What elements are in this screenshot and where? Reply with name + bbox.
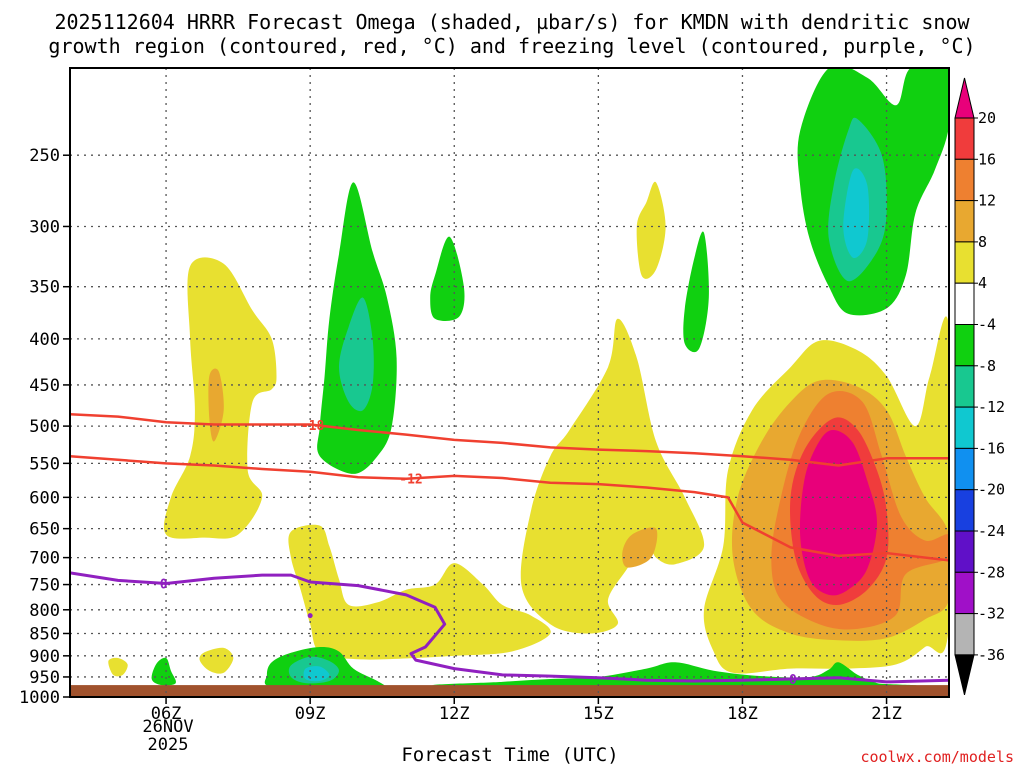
y-tick-label-450: 450 <box>29 376 60 396</box>
chart-title-line-2: growth region (contoured, red, °C) and f… <box>48 34 976 58</box>
colorbar-bin-12 <box>954 571 975 615</box>
colorbar-bin-2 <box>954 158 975 202</box>
contour-label-freezing-level: 0 <box>160 577 168 592</box>
omega-region-5 <box>108 657 128 677</box>
colorbar-bin-3 <box>954 200 975 243</box>
omega-region-1 <box>288 524 551 660</box>
y-tick-label-750: 750 <box>29 576 60 596</box>
colorbar-arrow-top <box>954 77 975 119</box>
contour-label-freezing-level-2: 0 <box>789 673 797 688</box>
colorbar-label-12: -32 <box>978 605 1005 623</box>
colorbar-label-13: -36 <box>978 646 1005 664</box>
colorbar-bin-1 <box>954 117 975 160</box>
axes: 26NOV 2025 250 300 350 400 450 500 550 600 650 70… <box>19 146 902 755</box>
colorbar-label-2: 12 <box>978 192 996 210</box>
colorbar-label-0: 20 <box>978 109 996 127</box>
omega-region-14 <box>430 236 465 322</box>
colorbar-label-4: 4 <box>978 274 987 292</box>
contour-label-dgz-minus18: -18 <box>301 419 325 434</box>
colorbar-label-1: 16 <box>978 150 996 168</box>
freezing-point-dot <box>307 613 313 619</box>
x-tick-label-06Z: 06Z <box>151 704 182 724</box>
y-tick-label-950: 950 <box>29 668 60 688</box>
contour-freezing-level <box>70 571 949 684</box>
colorbar-label-9: -20 <box>978 481 1005 499</box>
y-tick-label-250: 250 <box>29 146 60 166</box>
colorbar-bin-11 <box>954 530 975 573</box>
y-tick-label-550: 550 <box>29 454 60 474</box>
contour-dgz-minus18 <box>70 412 949 467</box>
y-tick-label-300: 300 <box>29 217 60 237</box>
y-tick-label-500: 500 <box>29 417 60 437</box>
colorbar: 20 16 12 8 4 -4 -8 -12 -16 -20 -24 -28 -32 -36 <box>954 77 1005 696</box>
x-tick-label-15Z: 15Z <box>583 704 614 724</box>
x-date-day: 26NOV <box>142 717 193 737</box>
colorbar-bin-9 <box>954 447 975 491</box>
colorbar-label-8: -16 <box>978 439 1005 457</box>
y-tick-label-1000: 1000 <box>19 688 60 708</box>
contour-dgz-minus12 <box>70 454 949 562</box>
omega-region-6 <box>199 647 234 674</box>
omega-region-3 <box>636 181 666 279</box>
y-tick-label-350: 350 <box>29 278 60 298</box>
colorbar-bin-4 <box>954 241 975 284</box>
y-tick-label-700: 700 <box>29 549 60 569</box>
x-tick-label-18Z: 18Z <box>727 704 758 724</box>
omega-shading <box>108 68 949 688</box>
colorbar-arrow-bottom <box>954 654 975 696</box>
y-tick-label-800: 800 <box>29 601 60 621</box>
chart-title-line-1: 2025112604 HRRR Forecast Omega (shaded, … <box>54 10 970 34</box>
y-tick-label-650: 650 <box>29 520 60 540</box>
x-date-year: 2025 <box>148 735 189 755</box>
colorbar-label-7: -12 <box>978 398 1005 416</box>
ground-layer <box>70 685 949 697</box>
omega-region-20 <box>339 297 374 412</box>
colorbar-label-11: -28 <box>978 563 1005 581</box>
y-tick-label-900: 900 <box>29 647 60 667</box>
contours: -18 -12 0 0 <box>70 412 949 688</box>
omega-region-15 <box>683 231 709 353</box>
colorbar-label-10: -24 <box>978 522 1005 540</box>
contour-label-dgz-minus12: -12 <box>399 472 422 487</box>
colorbar-bin-7 <box>954 365 975 408</box>
colorbar-bin-8 <box>954 406 975 449</box>
x-tick-label-12Z: 12Z <box>439 704 470 724</box>
colorbar-label-5: -4 <box>978 316 996 334</box>
plot-frame <box>69 67 950 698</box>
ground-below-surface <box>70 685 949 697</box>
omega-region-18 <box>151 657 177 686</box>
colorbar-label-6: -8 <box>978 357 996 375</box>
omega-region-2 <box>520 318 705 634</box>
y-tick-label-850: 850 <box>29 624 60 644</box>
x-tick-label-09Z: 09Z <box>295 704 326 724</box>
colorbar-bin-5 <box>954 282 975 326</box>
y-tick-label-400: 400 <box>29 330 60 350</box>
credit-link[interactable]: coolwx.com/models <box>860 748 1014 766</box>
x-tick-label-21Z: 21Z <box>871 704 902 724</box>
colorbar-bin-6 <box>954 324 975 367</box>
colorbar-bin-10 <box>954 489 975 532</box>
colorbar-bin-13 <box>954 613 975 656</box>
y-tick-label-600: 600 <box>29 488 60 508</box>
colorbar-label-3: 8 <box>978 233 987 251</box>
omega-region-24 <box>843 168 870 259</box>
x-axis-label: Forecast Time (UTC) <box>401 744 619 766</box>
